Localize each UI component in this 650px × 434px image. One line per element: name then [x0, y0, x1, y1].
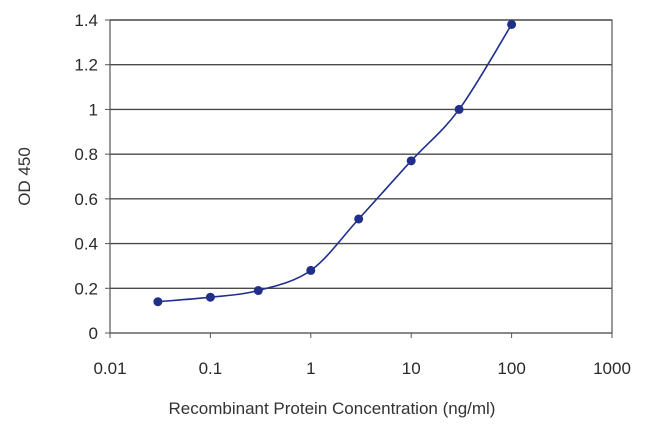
x-tick-label-3: 10 [402, 359, 421, 378]
y-tick-label-6: 1.2 [74, 56, 98, 75]
gridlines [110, 19, 612, 289]
plot-area [109, 19, 613, 334]
tick-marks [105, 19, 613, 338]
y-tick-label-7: 1.4 [74, 11, 98, 30]
data-point-2 [253, 286, 263, 296]
x-tick-label-5: 1000 [593, 359, 631, 378]
data-point-4 [354, 214, 364, 224]
x-tick-label-1: 0.1 [199, 359, 223, 378]
data-point-7 [507, 19, 517, 29]
data-point-6 [454, 104, 464, 114]
y-tick-label-2: 0.4 [74, 235, 98, 254]
y-tick-label-4: 0.8 [74, 145, 98, 164]
y-tick-label-1: 0.2 [74, 279, 98, 298]
tick-labels: 0 0.2 0.4 0.6 0.8 1 1.2 1.4 0.01 0.1 1 10 100 1000 [74, 11, 631, 378]
y-tick-label-3: 0.6 [74, 190, 98, 209]
series-layer [153, 19, 517, 307]
y-axis-label: OD 450 [15, 147, 34, 206]
data-point-5 [406, 156, 416, 166]
x-tick-label-2: 1 [306, 359, 315, 378]
series-line-0 [157, 24, 513, 303]
y-tick-label-0: 0 [89, 324, 98, 343]
y-tick-label-5: 1 [89, 100, 98, 119]
data-point-1 [205, 292, 215, 302]
data-point-0 [153, 297, 163, 307]
x-tick-label-4: 100 [497, 359, 525, 378]
data-point-3 [306, 265, 316, 275]
x-tick-label-0: 0.01 [93, 359, 126, 378]
x-axis-label: Recombinant Protein Concentration (ng/ml… [169, 399, 496, 418]
